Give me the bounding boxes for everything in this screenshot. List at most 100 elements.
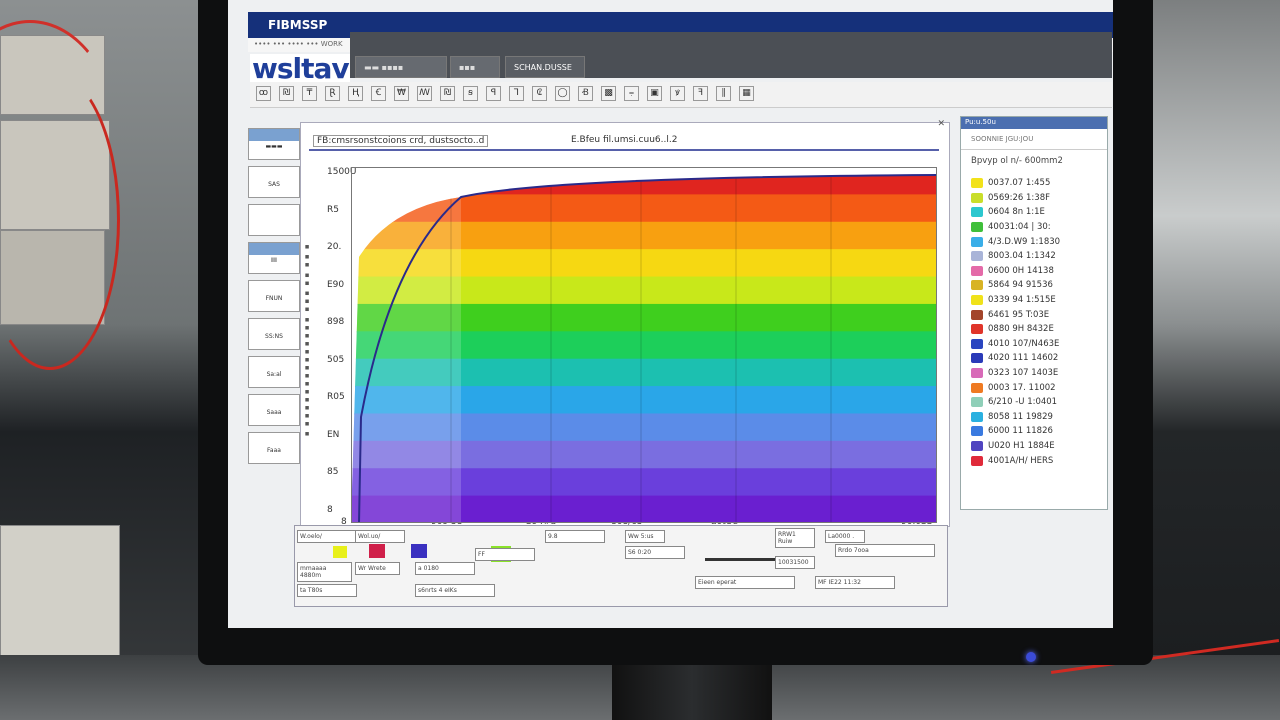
legend-item[interactable]: 0604 8n 1:1E [961, 205, 1107, 220]
bottom-control[interactable]: FF [475, 548, 535, 561]
thumbnail-item[interactable]: FNUN [248, 280, 300, 312]
bottom-control[interactable]: W.oelo/ [297, 530, 357, 543]
spectral-band [351, 221, 937, 251]
toolbar-button-icon[interactable]: Ɽ [325, 86, 340, 101]
bottom-control[interactable]: MF IE22 11:32 [815, 576, 895, 589]
background-right [1150, 0, 1280, 720]
legend-label: 4001A/H/ HERS [988, 455, 1054, 466]
thumbnail-item[interactable]: SAS [248, 166, 300, 198]
toolbar-button-icon[interactable]: ₸ [302, 86, 317, 101]
toolbar-button-icon[interactable]: ꝟ [670, 86, 685, 101]
legend-item[interactable]: U020 H1 1884E [961, 439, 1107, 454]
y-tick-label: 898 [327, 317, 345, 327]
spectral-plot[interactable] [351, 167, 937, 523]
legend-item[interactable]: 0323 107 1403E [961, 366, 1107, 381]
toolbar-button-icon[interactable]: ⩦ [624, 86, 639, 101]
spectral-band [351, 413, 937, 442]
bottom-control[interactable]: Wr Wrete [355, 562, 400, 575]
toolbar-button-icon[interactable]: ⅂ [509, 86, 524, 101]
bottom-control[interactable]: s6nrts 4 eIKs [415, 584, 495, 597]
legend-swatch [971, 368, 983, 379]
toolbar-button-icon[interactable]: ▣ [647, 86, 662, 101]
bottom-control[interactable]: Ww 5:us [625, 530, 665, 543]
legend-item[interactable]: 6461 95 T:03E [961, 307, 1107, 322]
legend-item[interactable]: 4020 111 14602 [961, 351, 1107, 366]
thumbnail-item[interactable]: Sa:al [248, 356, 300, 388]
legend-item[interactable]: 8003.04 1:1342 [961, 249, 1107, 264]
bottom-control[interactable]: Eieen eperat [695, 576, 795, 589]
toolbar-button-icon[interactable]: ◯ [555, 86, 570, 101]
close-icon[interactable]: ✕ [937, 119, 945, 129]
legend-item[interactable]: 0569:26 1:38F [961, 191, 1107, 206]
legend-item[interactable]: 4001A/H/ HERS [961, 453, 1107, 468]
legend-label: 0339 94 1:515E [988, 295, 1056, 306]
legend-heading: Bpvyp ol n/- 600mm2 [971, 156, 1063, 166]
toolbar: ꝏ ₪ ₸ Ɽ Ⱨ Ꞓ ₩ ꟿ ₪ ꞩ ꟼ ⅂ ₢ ◯ Ꞗ ▩ ⩦ ▣ ꝟ ꟻ ∥ ▦ [250, 82, 1112, 108]
plot-frame [351, 167, 937, 523]
legend-item[interactable]: 0037.07 1:455 [961, 176, 1107, 191]
bottom-control[interactable]: RRW1 Ruiw [775, 528, 815, 548]
toolbar-button-icon[interactable]: ꟻ [693, 86, 708, 101]
y-tick-label: 8 [327, 504, 333, 515]
legend-item[interactable]: 6/210 -U 1:0401 [961, 395, 1107, 410]
legend-swatch [971, 397, 983, 408]
bottom-control[interactable]: mmaaaa 4880m [297, 562, 352, 582]
legend-swatch [971, 309, 983, 320]
thumbnail-item[interactable] [248, 204, 300, 236]
toolbar-button-icon[interactable]: ₪ [440, 86, 455, 101]
header-tab[interactable]: ▬▬ ▪▪▪▪ [355, 56, 447, 78]
y-tick-label: EN [327, 429, 340, 440]
toolbar-button-icon[interactable]: ▩ [601, 86, 616, 101]
thumbnail-item[interactable]: SS:NS [248, 318, 300, 350]
legend-item[interactable]: 4010 107/N463E [961, 337, 1107, 352]
monitor-screen: FIBMSSP •••• ••• •••• ••• WORK ▬▬ ▪▪▪▪ ▪… [228, 0, 1113, 628]
toolbar-button-icon[interactable]: ₢ [532, 86, 547, 101]
bottom-control[interactable]: ta T80s [297, 584, 357, 597]
toolbar-button-icon[interactable]: ₪ [279, 86, 294, 101]
thumbnail-item[interactable]: ⅡⅡ [248, 242, 300, 274]
toolbar-button-icon[interactable]: Ꞓ [371, 86, 386, 101]
legend-label: 6/210 -U 1:0401 [988, 397, 1058, 408]
color-swatch[interactable] [333, 546, 347, 558]
spectral-band [351, 303, 937, 333]
legend-item[interactable]: 6000 11 11826 [961, 424, 1107, 439]
legend-item[interactable]: 0003 17. 11002 [961, 380, 1107, 395]
legend-item[interactable]: 8058 11 19829 [961, 410, 1107, 425]
bottom-control[interactable]: 9.8 [545, 530, 605, 543]
bottom-control[interactable]: 10031500 [775, 556, 815, 569]
toolbar-button-icon[interactable]: Ꞗ [578, 86, 593, 101]
bottom-control[interactable]: Rrdo 7ooa [835, 544, 935, 557]
color-swatch[interactable] [369, 544, 385, 558]
legend-swatch [971, 455, 983, 466]
spectral-band [351, 440, 937, 470]
bottom-control[interactable]: S6 0:20 [625, 546, 685, 559]
monitor-stand [612, 655, 772, 720]
toolbar-button-icon[interactable]: ꝏ [256, 86, 271, 101]
toolbar-button-icon[interactable]: ꟼ [486, 86, 501, 101]
legend-swatch [971, 192, 983, 203]
bottom-control[interactable]: Wol.uo/ [355, 530, 405, 543]
toolbar-button-icon[interactable]: Ⱨ [348, 86, 363, 101]
toolbar-button-icon[interactable]: ∥ [716, 86, 731, 101]
header-tab[interactable]: ▪▪▪ [450, 56, 500, 78]
toolbar-button-icon[interactable]: ₩ [394, 86, 409, 101]
legend-label: 0600 0H 14138 [988, 265, 1054, 276]
thumbnail-item[interactable]: Saaa [248, 394, 300, 426]
thumbnail-item[interactable]: ▬▬▬ [248, 128, 300, 160]
bottom-control[interactable]: La0000 . [825, 530, 865, 543]
legend-item[interactable]: 0339 94 1:515E [961, 293, 1107, 308]
bottom-control[interactable]: a 0180 [415, 562, 475, 575]
legend-item[interactable]: 40031:04 | 30: [961, 220, 1107, 235]
slider-track[interactable] [705, 558, 785, 561]
legend-item[interactable]: 4/3.D.W9 1:1830 [961, 234, 1107, 249]
legend-item[interactable]: 5864 94 91536 [961, 278, 1107, 293]
legend-item[interactable]: 0880 9H 8432E [961, 322, 1107, 337]
color-swatch[interactable] [411, 544, 427, 558]
toolbar-button-icon[interactable]: ꟿ [417, 86, 432, 101]
toolbar-button-icon[interactable]: ▦ [739, 86, 754, 101]
header-tab[interactable]: SCHAN.DUSSE [505, 56, 585, 78]
thumbnail-item[interactable]: Faaa [248, 432, 300, 464]
legend-label: U020 H1 1884E [988, 440, 1055, 451]
toolbar-button-icon[interactable]: ꞩ [463, 86, 478, 101]
legend-item[interactable]: 0600 0H 14138 [961, 264, 1107, 279]
